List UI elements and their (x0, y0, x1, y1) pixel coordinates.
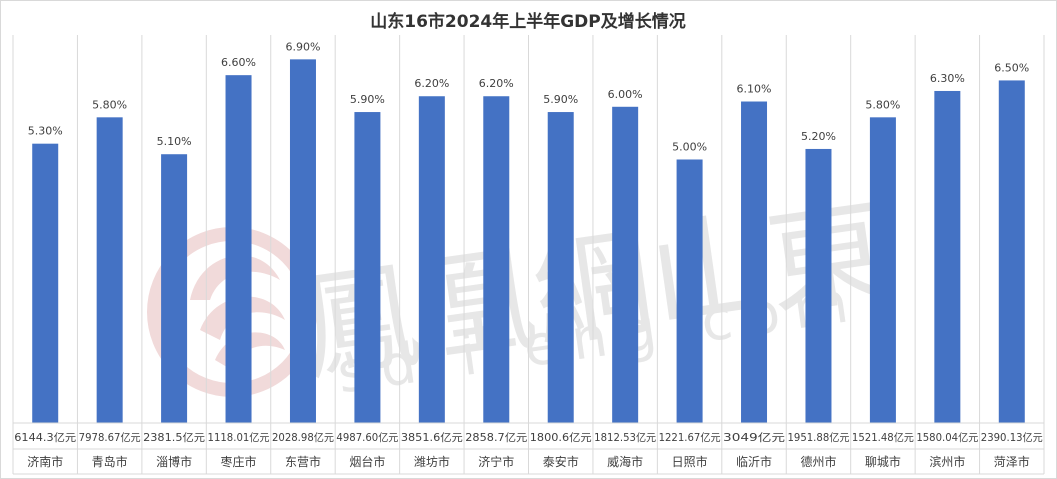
gdp-label: 3049亿元 (723, 431, 786, 444)
category-label: 枣庄市 (221, 454, 257, 469)
data-label: 5.20% (801, 130, 836, 143)
bar-1 (32, 143, 59, 423)
logo-feather-2 (200, 296, 285, 340)
gdp-label: 4987.60亿元 (336, 431, 398, 444)
bar-10 (612, 106, 639, 423)
gdp-label: 2028.98亿元 (272, 431, 334, 444)
gdp-label: 2390.13亿元 (981, 431, 1043, 444)
bar-16 (998, 80, 1025, 424)
bar-13 (805, 148, 832, 423)
bar-11 (676, 159, 703, 424)
gdp-label: 1118.01亿元 (208, 431, 270, 444)
data-label: 5.90% (350, 93, 385, 106)
bar-3 (161, 154, 188, 423)
data-label: 6.10% (737, 83, 772, 96)
bar-9 (547, 112, 574, 424)
data-label: 5.00% (672, 140, 707, 153)
bar-4 (225, 75, 252, 423)
data-label: 6.50% (994, 61, 1029, 74)
bar-14 (869, 117, 896, 423)
category-label: 威海市 (607, 454, 643, 469)
category-label: 菏泽市 (994, 454, 1030, 469)
category-label: 济宁市 (478, 454, 514, 469)
gdp-label: 1951.88亿元 (787, 431, 849, 444)
chart-title: 山东16市2024年上半年GDP及增长情况 (370, 11, 686, 32)
data-label: 5.30% (28, 125, 63, 138)
category-label: 潍坊市 (414, 454, 450, 469)
data-labels-layer: 5.30% 5.80% 5.10% 6.60% 6.90% 5.90% 6.20% 6.20%… (28, 40, 1030, 153)
data-label: 5.90% (543, 93, 578, 106)
data-label: 6.00% (608, 88, 643, 101)
category-label: 德州市 (800, 454, 836, 469)
gdp-label: 2858.7亿元 (465, 431, 528, 444)
data-label: 5.10% (157, 135, 192, 148)
gdp-label: 1580.04亿元 (916, 431, 978, 444)
data-label: 5.80% (865, 98, 900, 111)
category-label: 日照市 (672, 454, 708, 469)
gdp-label: 1221.67亿元 (659, 431, 721, 444)
gdp-label: 1812.53亿元 (594, 431, 656, 444)
data-label: 6.30% (930, 72, 965, 85)
bars-layer (32, 59, 1025, 424)
data-label: 6.60% (221, 56, 256, 69)
category-label: 临沂市 (736, 454, 772, 469)
bar-12 (741, 101, 768, 423)
bar-6 (354, 112, 381, 424)
gdp-label: 7978.67亿元 (79, 431, 141, 444)
data-label: 6.20% (479, 77, 514, 90)
gdp-label: 1800.6亿元 (530, 431, 593, 444)
category-label: 滨州市 (929, 454, 965, 469)
logo-feather-1 (190, 255, 280, 300)
category-label: 泰安市 (543, 454, 579, 469)
bar-2 (96, 117, 123, 423)
gdp-label: 1521.48亿元 (852, 431, 914, 444)
gdp-label: 2381.5亿元 (143, 431, 206, 444)
category-label: 烟台市 (349, 454, 385, 469)
bar-5 (289, 59, 316, 423)
category-label: 济南市 (27, 454, 63, 469)
category-label: 聊城市 (865, 454, 901, 469)
category-label: 东营市 (285, 454, 321, 469)
category-label: 青岛市 (92, 454, 128, 469)
bar-7 (418, 96, 445, 424)
data-label: 5.80% (92, 98, 127, 111)
gdp-label: 3851.6亿元 (401, 431, 464, 444)
gdp-label: 6144.3亿元 (14, 431, 77, 444)
bar-15 (934, 90, 961, 423)
data-label: 6.90% (285, 40, 320, 53)
category-label: 淄博市 (156, 454, 192, 469)
bar-8 (483, 96, 510, 424)
data-label: 6.20% (414, 77, 449, 90)
